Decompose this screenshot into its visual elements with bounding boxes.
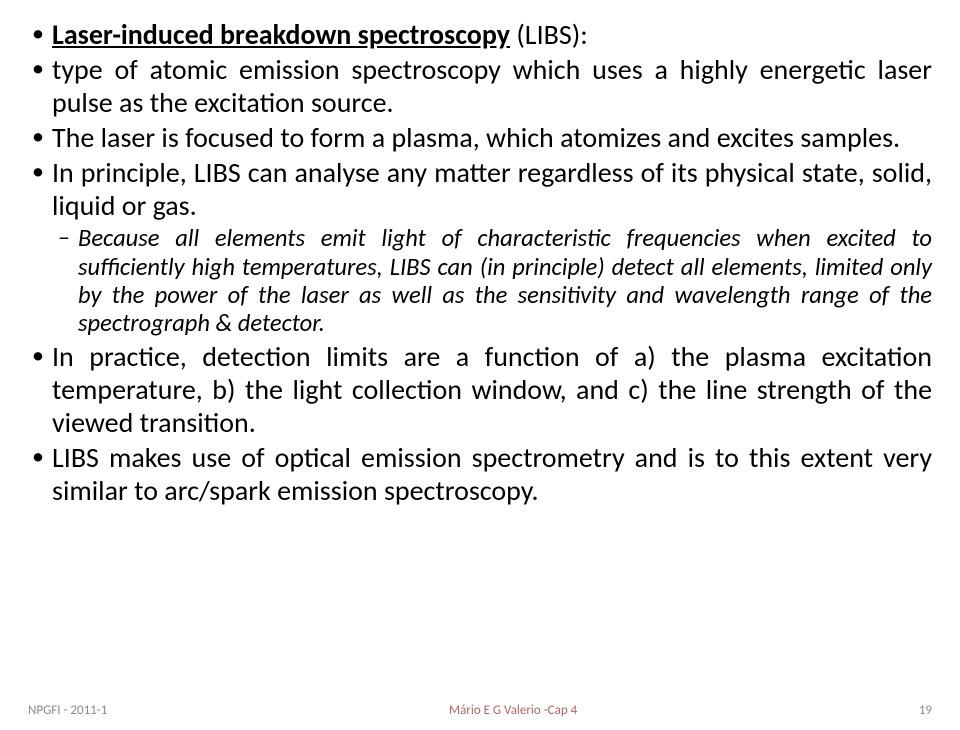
bullet-title: Laser-induced breakdown spectroscopy (LI… [28, 18, 932, 51]
title-suffix: (LIBS): [510, 17, 588, 52]
bullet-item: In practice, detection limits are a func… [28, 340, 932, 439]
slide-content: Laser-induced breakdown spectroscopy (LI… [28, 18, 932, 697]
footer-page-number: 19 [919, 703, 932, 718]
bullet-text: In principle, LIBS can analyse any matte… [52, 155, 932, 223]
bullet-list: Laser-induced breakdown spectroscopy (LI… [28, 18, 932, 507]
title-underlined: Laser-induced breakdown spectroscopy [52, 17, 510, 52]
footer-center: Mário E G Valerio -Cap 4 [449, 703, 577, 718]
bullet-item: The laser is focused to form a plasma, w… [28, 121, 932, 154]
footer-left: NPGFI - 2011-1 [28, 703, 107, 718]
bullet-item: In principle, LIBS can analyse any matte… [28, 156, 932, 338]
bullet-item: type of atomic emission spectroscopy whi… [28, 53, 932, 119]
bullet-item: LIBS makes use of optical emission spect… [28, 441, 932, 507]
sub-bullet-list: Because all elements emit light of chara… [52, 224, 932, 338]
slide-footer: NPGFI - 2011-1 Mário E G Valerio -Cap 4 … [28, 703, 932, 718]
sub-bullet-item: Because all elements emit light of chara… [52, 224, 932, 338]
slide: Laser-induced breakdown spectroscopy (LI… [0, 0, 960, 730]
